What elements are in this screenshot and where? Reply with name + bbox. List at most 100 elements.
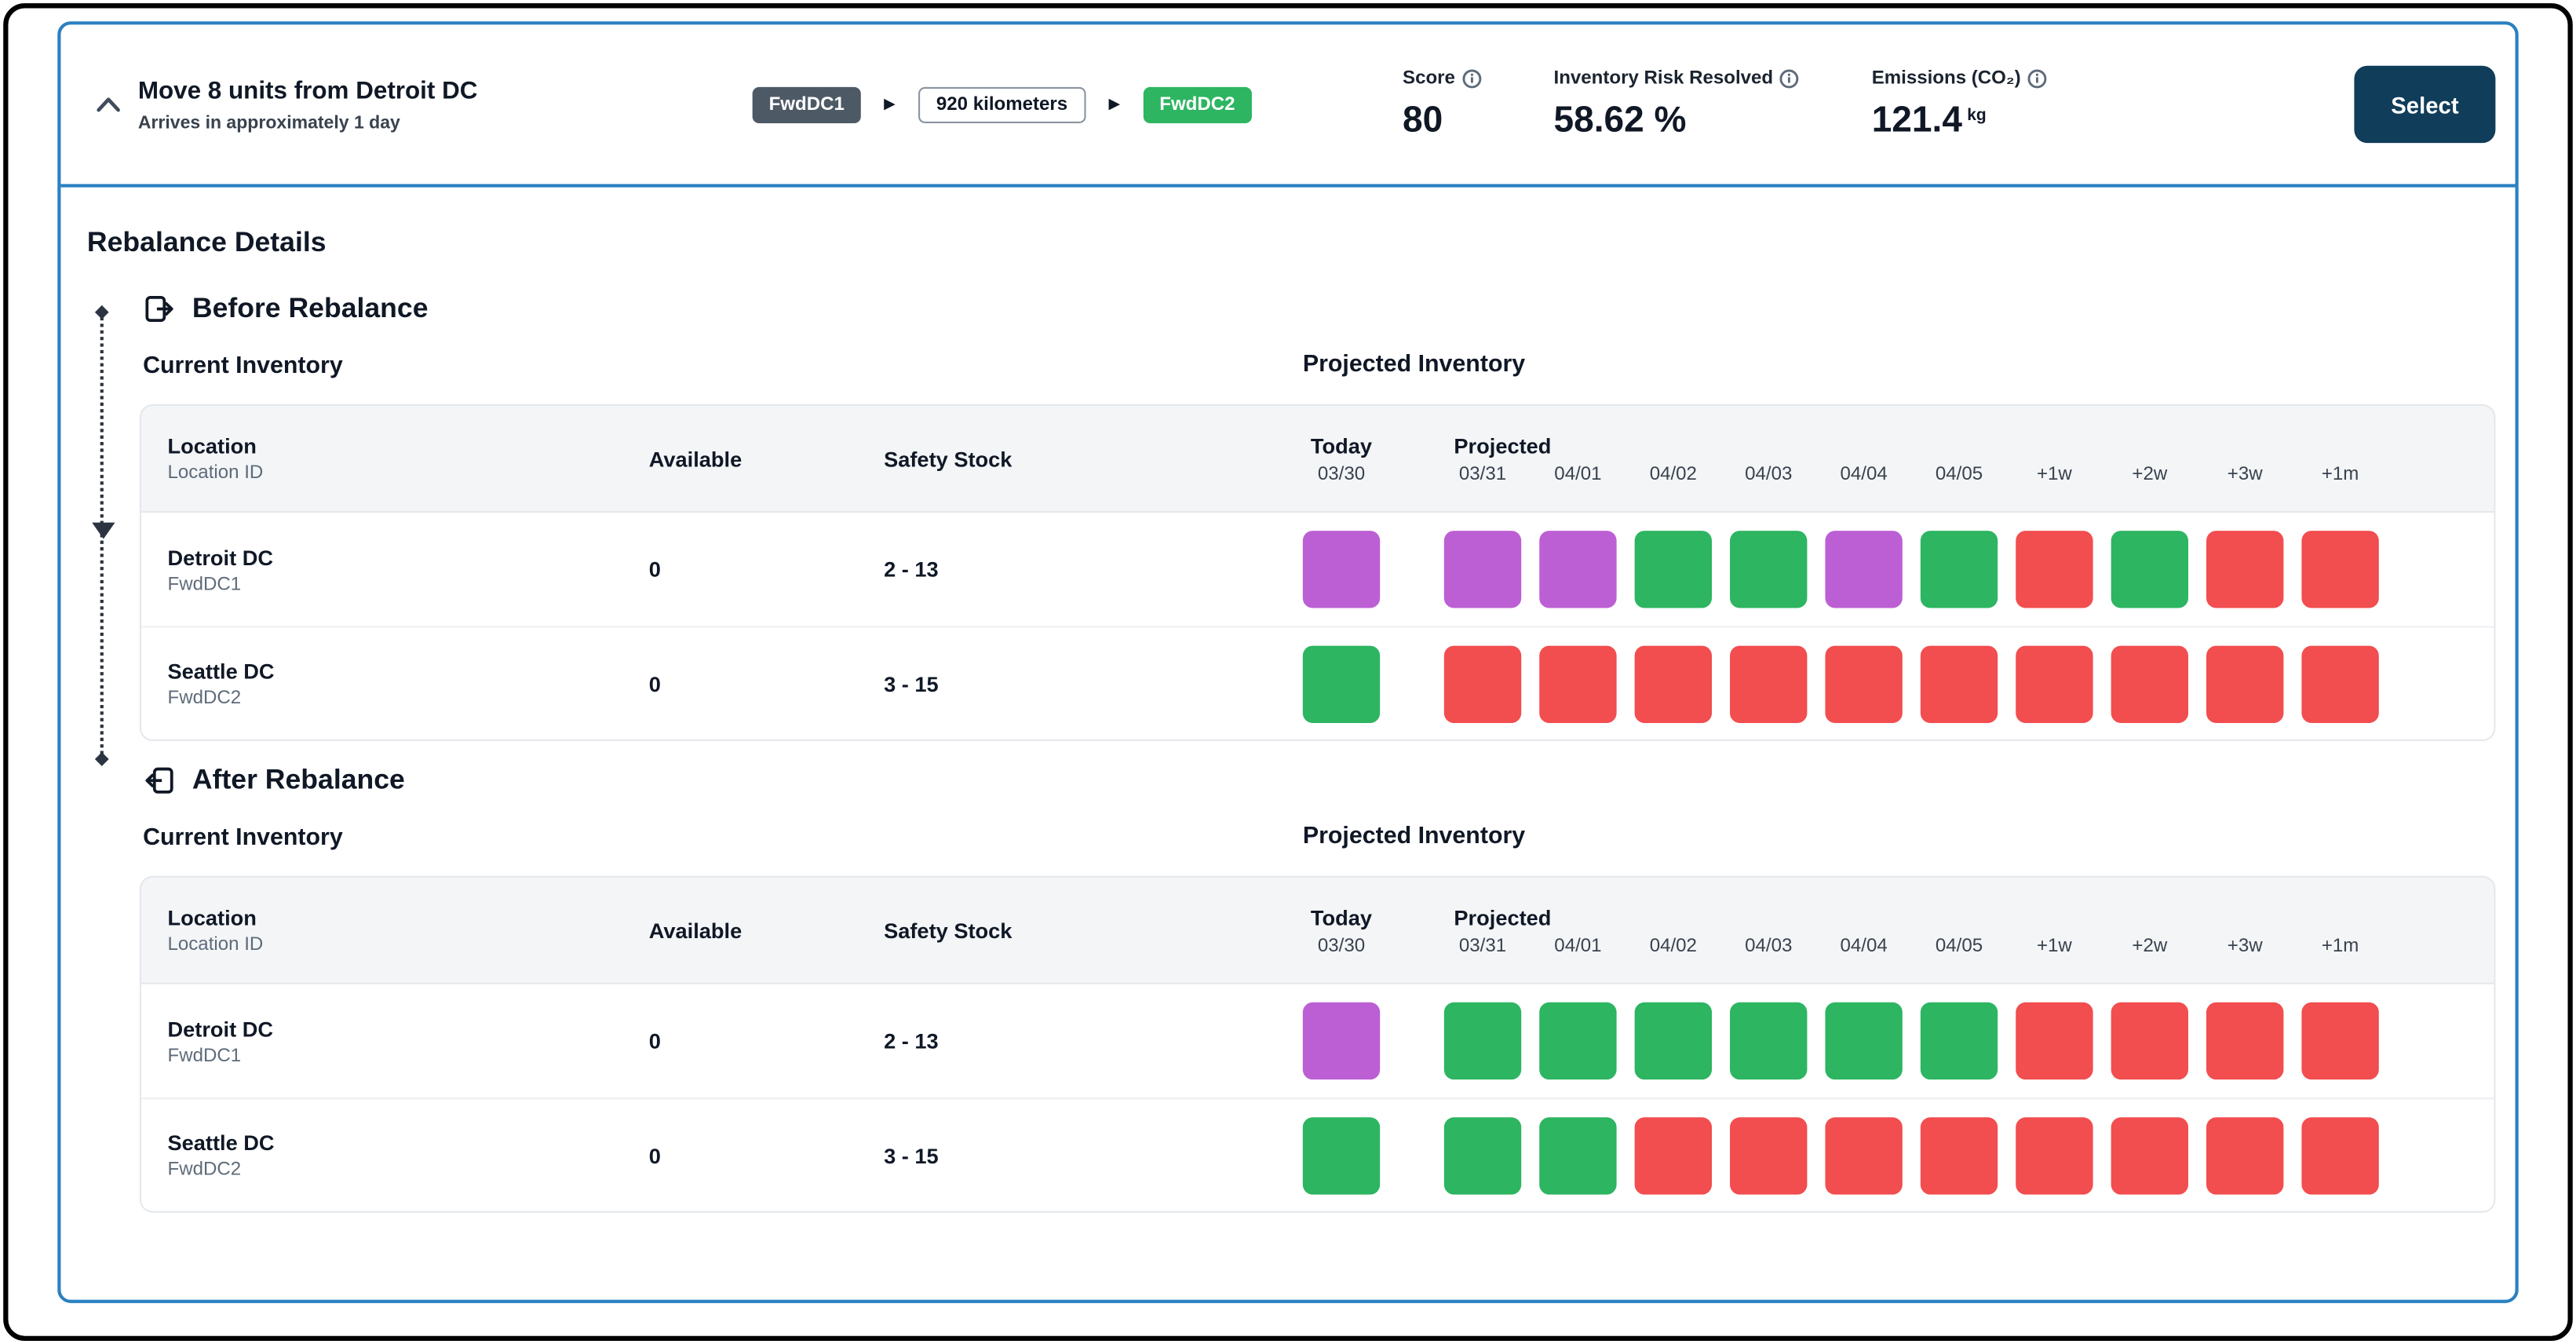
projected-status-cell	[2016, 531, 2093, 608]
before-rebalance-icon	[145, 295, 173, 323]
section-heading: Before Rebalance	[192, 292, 429, 324]
metrics: Score 80 Inventory Risk Resolved	[1403, 68, 2047, 141]
location-id: FwdDC2	[167, 1160, 242, 1180]
location-id: FwdDC1	[167, 1046, 242, 1066]
available-value: 0	[648, 671, 661, 696]
projected-cells	[1443, 1002, 2379, 1080]
col-spacer	[2301, 433, 2378, 462]
projected-date-col: 04/05	[1921, 433, 1998, 484]
projected-status-cell	[1443, 1116, 1522, 1194]
projected-status-cell	[2206, 1116, 2284, 1194]
rebalance-section: Before Rebalance Current Inventory Proje…	[139, 293, 2496, 741]
today-status-cell	[1302, 645, 1381, 722]
option-title: Move 8 units from Detroit DC	[137, 76, 478, 104]
projected-cells	[1443, 1116, 2379, 1194]
projected-date-label: +3w	[2227, 464, 2263, 484]
projected-cells	[1443, 645, 2379, 722]
metric-risk: Inventory Risk Resolved 58.62 %	[1554, 68, 1800, 141]
table-row: Detroit DC FwdDC1 0 2 - 13	[141, 984, 2494, 1098]
safety-stock-value: 3 - 15	[884, 671, 939, 696]
table-header: Location Location ID Available Safety St…	[141, 877, 2494, 984]
col-spacer	[1921, 904, 1998, 933]
projected-date-label: 03/31	[1458, 936, 1507, 956]
projected-date-col: +3w	[2206, 433, 2283, 484]
route-arrow-icon: ▶	[884, 95, 896, 112]
risk-info-icon[interactable]	[1779, 68, 1799, 88]
col-today-date: 03/30	[1317, 464, 1366, 484]
projected-status-cell	[1634, 1002, 1713, 1080]
table-row: Detroit DC FwdDC1 0 2 - 13	[141, 513, 2494, 626]
col-today: Today	[1310, 904, 1373, 929]
projected-status-cell	[2111, 1002, 2189, 1080]
score-label-row: Score	[1403, 68, 1481, 88]
emissions-value: 121.4 kg	[1871, 97, 1987, 139]
rebalance-option-card: Move 8 units from Detroit DC Arrives in …	[57, 21, 2519, 1303]
projected-date-col: 04/04	[1825, 904, 1902, 955]
col-available: Available	[648, 917, 743, 943]
projected-date-label: 04/04	[1840, 936, 1888, 956]
score-label: Score	[1403, 68, 1455, 88]
location-name: Detroit DC	[167, 1016, 274, 1041]
collapse-button[interactable]	[93, 89, 123, 119]
today-header: Today 03/30	[1303, 433, 1380, 484]
projected-status-cell	[2301, 531, 2379, 608]
inventory-labels: Current Inventory Projected Inventory	[140, 352, 2489, 385]
projected-date-col: +1m	[2301, 433, 2378, 484]
emissions-unit: kg	[1967, 106, 1987, 125]
score-value: 80	[1403, 97, 1443, 139]
col-today: Today	[1310, 433, 1373, 458]
projected-date-col: +2w	[2111, 904, 2188, 955]
emissions-label-row: Emissions (CO₂)	[1872, 68, 2047, 88]
projected-status-cell	[1634, 1116, 1713, 1194]
col-safety: Safety Stock	[884, 917, 1013, 943]
location-id: FwdDC1	[167, 574, 242, 594]
col-spacer	[2111, 904, 2188, 933]
projected-date-col: 04/05	[1921, 904, 1998, 955]
projected-date-col: 04/03	[1730, 433, 1807, 484]
section-head: After Rebalance	[143, 764, 2489, 797]
projected-date-cols: Projected 03/31 04/01 04/02 04/03 04/04 04/05 +…	[1444, 433, 2379, 484]
col-available: Available	[648, 446, 743, 471]
col-location-sub: Location ID	[167, 463, 264, 484]
select-button[interactable]: Select	[2354, 65, 2496, 144]
emissions-info-icon[interactable]	[2027, 68, 2047, 88]
projected-status-cell	[1730, 1002, 1808, 1080]
projected-date-label: +2w	[2132, 936, 2168, 956]
timeline	[92, 312, 115, 760]
option-header: Move 8 units from Detroit DC Arrives in …	[60, 24, 2516, 188]
projected-status-cell	[1539, 1002, 1617, 1080]
projected-status-cell	[2206, 1002, 2284, 1080]
today-status-cell	[1302, 1116, 1381, 1194]
col-spacer	[2016, 433, 2093, 462]
projected-date-label: +3w	[2227, 936, 2263, 956]
sections: Before Rebalance Current Inventory Proje…	[139, 293, 2496, 1213]
projected-status-cell	[2016, 645, 2093, 722]
projected-date-label: +1m	[2321, 936, 2359, 956]
projected-date-label: 04/02	[1649, 464, 1697, 484]
section-head: Before Rebalance	[143, 293, 2489, 326]
score-info-icon[interactable]	[1461, 68, 1481, 88]
available-value: 0	[648, 1028, 661, 1054]
safety-stock-value: 2 - 13	[884, 1028, 939, 1054]
projected-date-col: +3w	[2206, 904, 2283, 955]
projected-status-cell	[1825, 645, 1903, 722]
projected-date-col: Projected 03/31	[1444, 904, 1551, 956]
section-heading: After Rebalance	[192, 764, 405, 796]
col-location-sub: Location ID	[167, 934, 264, 955]
metric-score: Score 80	[1403, 68, 1481, 141]
projected-date-col: Projected 03/31	[1444, 433, 1552, 484]
rebalance-section: After Rebalance Current Inventory Projec…	[139, 764, 2496, 1213]
projected-date-col: 04/03	[1730, 904, 1807, 955]
projected-date-label: 04/05	[1935, 936, 1983, 956]
current-inventory-label: Current Inventory	[143, 824, 343, 852]
col-spacer	[2206, 904, 2283, 933]
table-header: Location Location ID Available Safety St…	[141, 405, 2494, 513]
projected-status-cell	[1443, 1002, 1522, 1080]
option-subtitle: Arrives in approximately 1 day	[137, 112, 400, 133]
projected-status-cell	[2301, 1002, 2379, 1080]
projected-date-label: +2w	[2132, 464, 2168, 484]
projected-status-cell	[2016, 1116, 2093, 1194]
col-projected: Projected	[1454, 433, 1552, 458]
projected-date-label: 04/04	[1840, 464, 1888, 484]
projected-status-cell	[1920, 1002, 1998, 1080]
